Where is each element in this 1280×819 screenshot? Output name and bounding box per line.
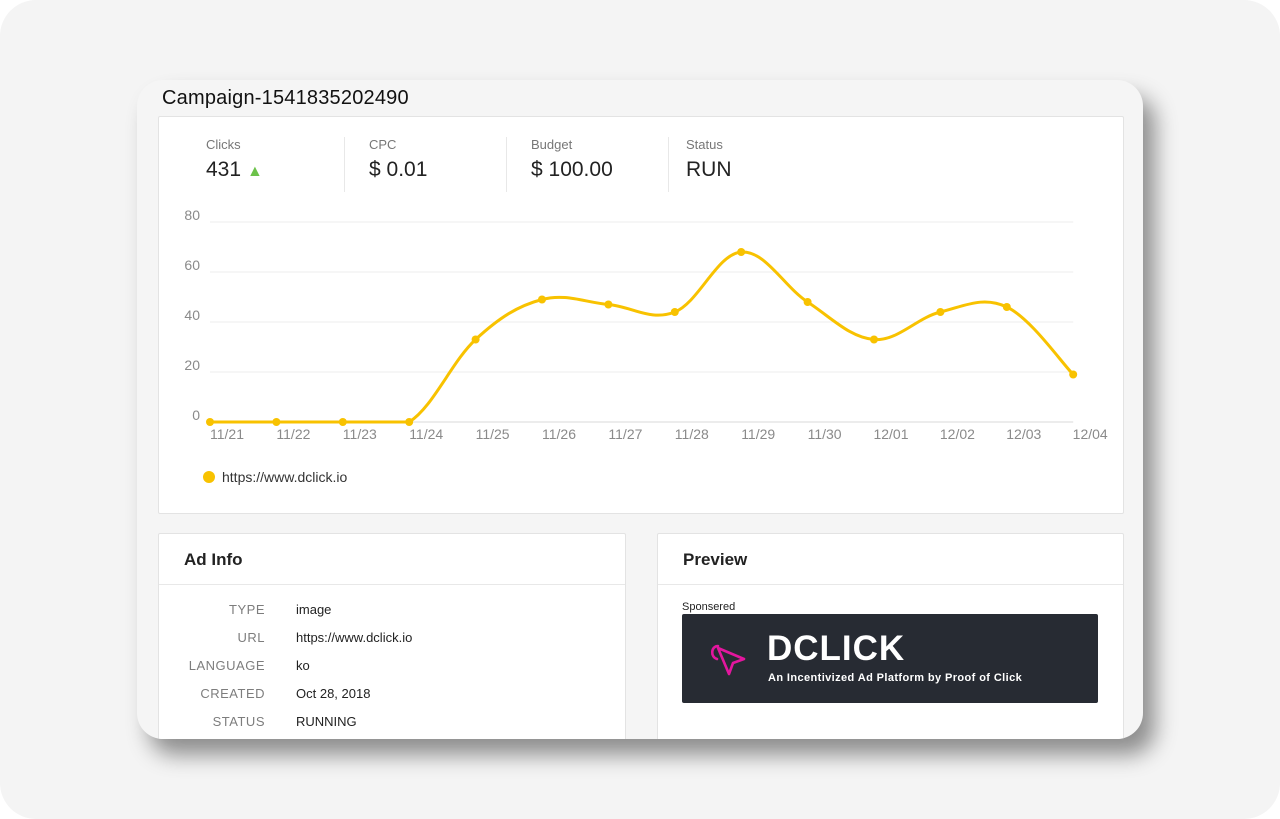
ad-banner[interactable]: DCLICK An Incentivized Ad Platform by Pr… bbox=[682, 614, 1098, 703]
x-tick-label: 11/21 bbox=[210, 426, 244, 442]
y-tick-label: 60 bbox=[184, 257, 200, 273]
data-point bbox=[803, 298, 812, 306]
stat-clicks-value-wrap: 431 ▲ bbox=[206, 158, 263, 182]
info-row-status: STATUS RUNNING bbox=[159, 714, 625, 738]
series-line bbox=[210, 250, 1075, 424]
info-row-created: CREATED Oct 28, 2018 bbox=[159, 686, 625, 710]
x-tick-label: 11/23 bbox=[343, 426, 377, 442]
info-row-language: LANGUAGE ko bbox=[159, 658, 625, 682]
banner-brand-name: DCLICK bbox=[767, 629, 906, 668]
y-tick-label: 20 bbox=[184, 357, 200, 373]
x-tick-label: 12/03 bbox=[1006, 426, 1041, 442]
preview-header: Preview bbox=[658, 534, 1123, 585]
trend-up-icon: ▲ bbox=[247, 163, 263, 180]
stat-cpc-label: CPC bbox=[369, 137, 397, 152]
x-tick-label: 12/04 bbox=[1073, 426, 1108, 442]
preview-card: Preview Sponsered DCLICK An Incentivized… bbox=[657, 533, 1124, 739]
data-point bbox=[737, 248, 746, 256]
banner-tagline: An Incentivized Ad Platform by Proof of … bbox=[768, 672, 1023, 684]
stats-chart-card: Clicks 431 ▲ CPC $ 0.01 Budget $ 100.00 S… bbox=[158, 116, 1124, 514]
info-row-url: URL https://www.dclick.io bbox=[159, 630, 625, 654]
stat-status-label: Status bbox=[686, 137, 723, 152]
stat-clicks: Clicks 431 ▲ bbox=[206, 137, 263, 192]
x-tick-label: 11/29 bbox=[741, 426, 775, 442]
x-tick-label: 11/22 bbox=[276, 426, 310, 442]
sponsored-label: Sponsered bbox=[682, 601, 736, 613]
legend-dot-icon bbox=[203, 471, 215, 483]
data-point bbox=[1002, 303, 1011, 311]
ad-info-card: Ad Info TYPE image URL https://www.dclic… bbox=[158, 533, 626, 739]
clicks-line-chart: 0 20 40 60 80 11/21 11/22 11/23 11/24 11/25 11/26 1… bbox=[184, 207, 1108, 442]
data-point bbox=[338, 418, 347, 426]
ad-info-title: Ad Info bbox=[184, 550, 243, 569]
preview-title: Preview bbox=[683, 550, 748, 569]
info-key: STATUS bbox=[212, 714, 265, 729]
x-tick-label: 11/27 bbox=[608, 426, 642, 442]
stat-status-value: RUN bbox=[686, 158, 732, 181]
info-value: ko bbox=[296, 658, 310, 673]
stat-cpc-value: $ 0.01 bbox=[369, 158, 428, 181]
info-key: LANGUAGE bbox=[188, 658, 265, 673]
info-value: Oct 28, 2018 bbox=[296, 686, 371, 701]
data-point bbox=[1069, 370, 1078, 379]
ad-info-header: Ad Info bbox=[159, 534, 625, 585]
dclick-cursor-icon bbox=[710, 644, 746, 676]
data-point bbox=[670, 308, 679, 316]
x-tick-label: 11/28 bbox=[675, 426, 709, 442]
info-row-type: TYPE image bbox=[159, 602, 625, 626]
stat-status: Status RUN bbox=[668, 137, 732, 192]
data-point bbox=[405, 418, 414, 426]
stat-budget: Budget $ 100.00 bbox=[506, 137, 613, 192]
campaign-title: Campaign-1541835202490 bbox=[162, 87, 409, 109]
y-tick-label: 0 bbox=[192, 407, 200, 423]
x-tick-label: 12/02 bbox=[940, 426, 975, 442]
data-point bbox=[206, 418, 214, 426]
chart-legend[interactable]: https://www.dclick.io bbox=[203, 469, 347, 485]
data-point bbox=[272, 418, 281, 426]
stat-budget-label: Budget bbox=[531, 137, 573, 152]
x-tick-label: 11/30 bbox=[808, 426, 842, 442]
y-tick-label: 80 bbox=[184, 207, 200, 223]
data-point bbox=[471, 335, 480, 344]
info-value-url[interactable]: https://www.dclick.io bbox=[296, 630, 413, 645]
info-key: CREATED bbox=[200, 686, 265, 701]
x-tick-label: 11/25 bbox=[476, 426, 510, 442]
stat-budget-value: $ 100.00 bbox=[531, 158, 613, 181]
data-point bbox=[870, 335, 878, 344]
data-point bbox=[604, 300, 613, 309]
legend-label: https://www.dclick.io bbox=[222, 469, 348, 485]
campaign-window: Campaign-1541835202490 Clicks 431 ▲ CPC $… bbox=[137, 80, 1143, 739]
stat-clicks-value: 431 bbox=[206, 158, 242, 181]
y-tick-label: 40 bbox=[184, 307, 200, 323]
stat-cpc: CPC $ 0.01 bbox=[344, 137, 427, 192]
info-key: TYPE bbox=[229, 602, 265, 617]
x-tick-label: 11/24 bbox=[409, 426, 443, 442]
x-tick-label: 11/26 bbox=[542, 426, 576, 442]
data-point bbox=[538, 295, 546, 304]
x-tick-label: 12/01 bbox=[873, 426, 908, 442]
stat-clicks-label: Clicks bbox=[206, 137, 241, 152]
data-point bbox=[936, 308, 945, 316]
info-key: URL bbox=[237, 630, 265, 645]
info-value: image bbox=[296, 602, 332, 617]
info-value: RUNNING bbox=[296, 714, 357, 729]
